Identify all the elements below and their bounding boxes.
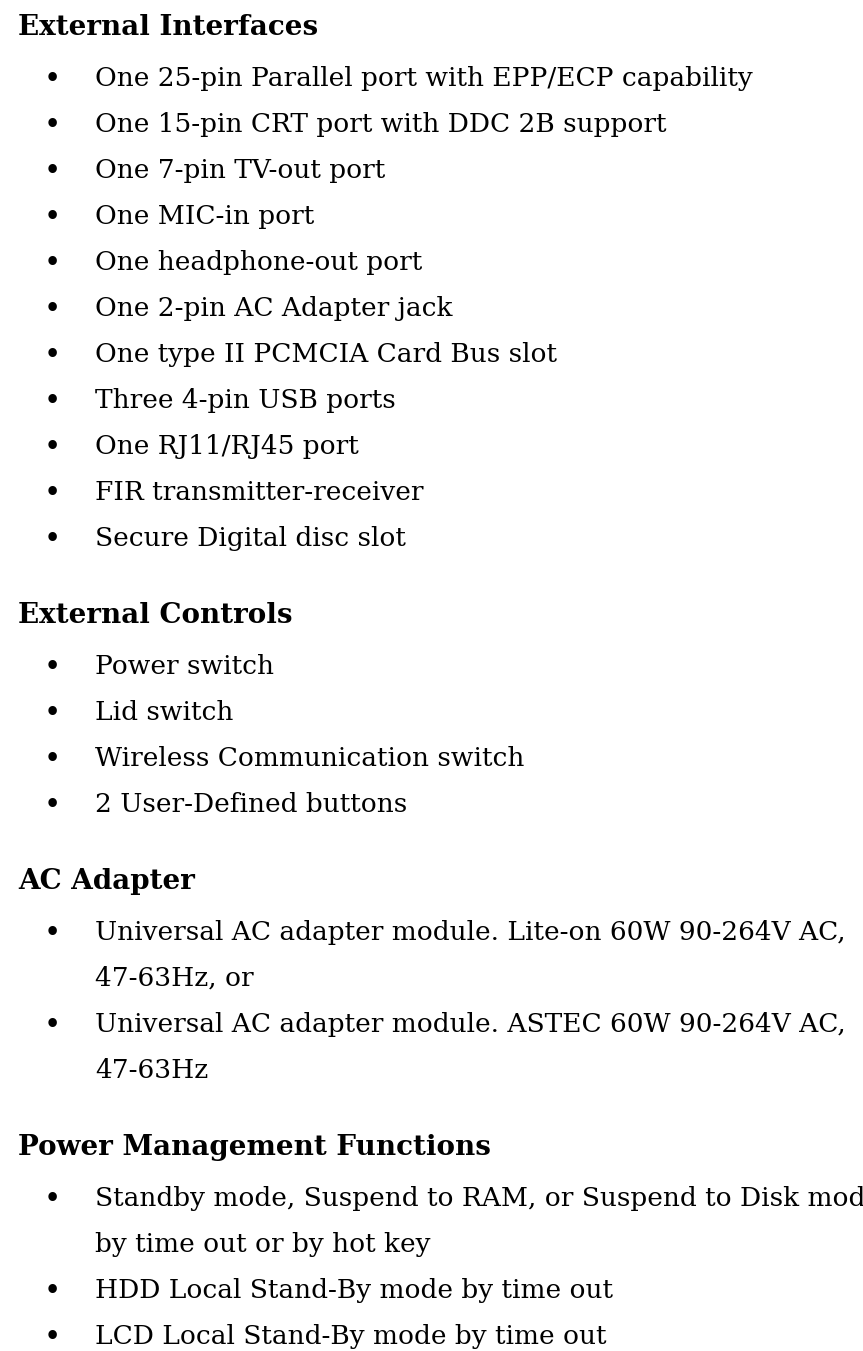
Text: 47-63Hz, or: 47-63Hz, or (95, 966, 254, 992)
Text: •: • (43, 204, 60, 232)
Text: by time out or by hot key: by time out or by hot key (95, 1232, 431, 1256)
Text: One type II PCMCIA Card Bus slot: One type II PCMCIA Card Bus slot (95, 342, 557, 367)
Text: FIR transmitter-receiver: FIR transmitter-receiver (95, 480, 424, 505)
Text: External Controls: External Controls (18, 603, 293, 630)
Text: Wireless Communication switch: Wireless Communication switch (95, 746, 525, 771)
Text: •: • (43, 158, 60, 186)
Text: •: • (43, 654, 60, 682)
Text: LCD Local Stand-By mode by time out: LCD Local Stand-By mode by time out (95, 1324, 607, 1350)
Text: One 25-pin Parallel port with EPP/ECP capability: One 25-pin Parallel port with EPP/ECP ca… (95, 66, 753, 91)
Text: One MIC-in port: One MIC-in port (95, 204, 314, 230)
Text: AC Adapter: AC Adapter (18, 867, 195, 894)
Text: •: • (43, 112, 60, 141)
Text: Lid switch: Lid switch (95, 700, 233, 725)
Text: One 7-pin TV-out port: One 7-pin TV-out port (95, 158, 385, 182)
Text: •: • (43, 1186, 60, 1215)
Text: •: • (43, 342, 60, 370)
Text: •: • (43, 1012, 60, 1040)
Text: 2 User-Defined buttons: 2 User-Defined buttons (95, 792, 407, 817)
Text: One 2-pin AC Adapter jack: One 2-pin AC Adapter jack (95, 296, 452, 322)
Text: •: • (43, 66, 60, 95)
Text: •: • (43, 1324, 60, 1351)
Text: HDD Local Stand-By mode by time out: HDD Local Stand-By mode by time out (95, 1278, 613, 1302)
Text: •: • (43, 526, 60, 554)
Text: One headphone-out port: One headphone-out port (95, 250, 422, 276)
Text: Power switch: Power switch (95, 654, 274, 680)
Text: •: • (43, 1278, 60, 1306)
Text: •: • (43, 480, 60, 508)
Text: Secure Digital disc slot: Secure Digital disc slot (95, 526, 406, 551)
Text: •: • (43, 920, 60, 948)
Text: One RJ11/RJ45 port: One RJ11/RJ45 port (95, 434, 359, 459)
Text: •: • (43, 250, 60, 278)
Text: Standby mode, Suspend to RAM, or Suspend to Disk mode,: Standby mode, Suspend to RAM, or Suspend… (95, 1186, 863, 1210)
Text: 47-63Hz: 47-63Hz (95, 1058, 208, 1084)
Text: Universal AC adapter module. Lite-on 60W 90-264V AC,: Universal AC adapter module. Lite-on 60W… (95, 920, 846, 944)
Text: •: • (43, 434, 60, 462)
Text: •: • (43, 700, 60, 728)
Text: •: • (43, 792, 60, 820)
Text: •: • (43, 746, 60, 774)
Text: •: • (43, 296, 60, 324)
Text: Power Management Functions: Power Management Functions (18, 1133, 491, 1161)
Text: One 15-pin CRT port with DDC 2B support: One 15-pin CRT port with DDC 2B support (95, 112, 666, 136)
Text: •: • (43, 388, 60, 416)
Text: Three 4-pin USB ports: Three 4-pin USB ports (95, 388, 396, 413)
Text: External Interfaces: External Interfaces (18, 14, 318, 41)
Text: Universal AC adapter module. ASTEC 60W 90-264V AC,: Universal AC adapter module. ASTEC 60W 9… (95, 1012, 846, 1038)
